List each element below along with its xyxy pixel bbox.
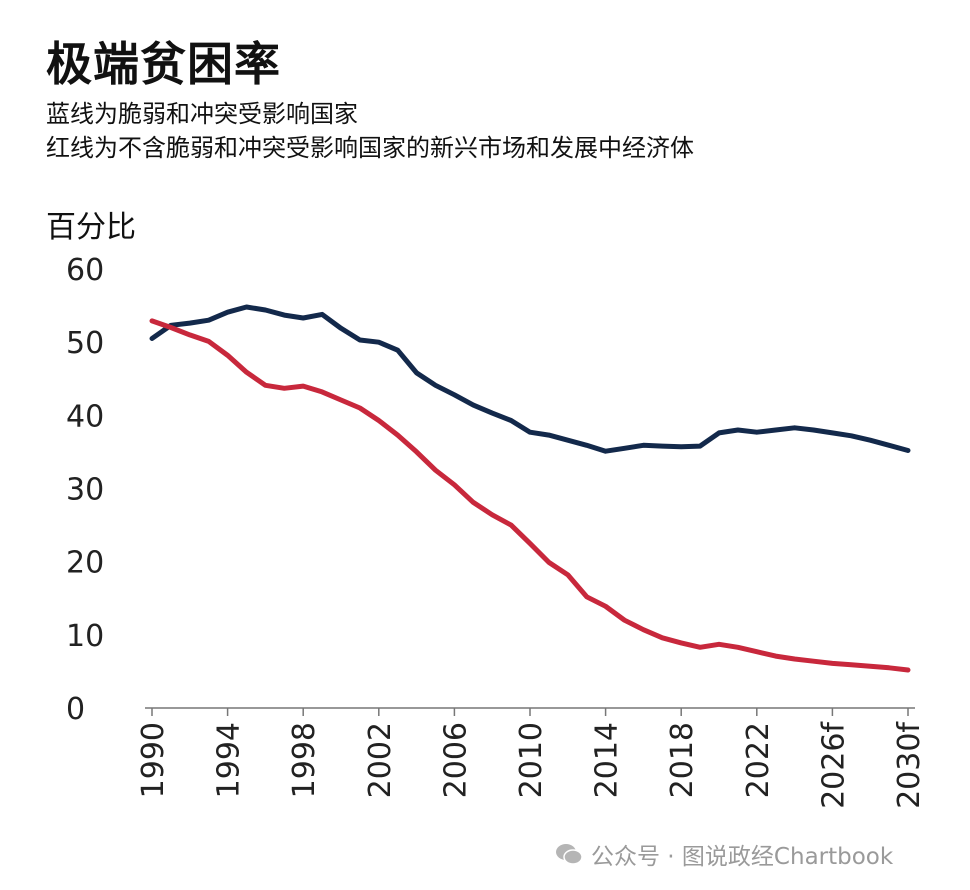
x-tick-label: 2030f: [892, 721, 927, 809]
series-line-emde-excl-fragile: [149, 318, 911, 673]
y-axis-label: 百分比: [46, 210, 136, 245]
series-line-fragile-states: [149, 304, 911, 454]
x-tick-label: 1998: [287, 722, 322, 798]
x-tick-label: 2018: [665, 722, 700, 798]
y-tick-label: 50: [66, 326, 104, 361]
chart-title: 极端贫困率: [46, 37, 281, 91]
x-tick-label: 1994: [212, 722, 247, 798]
y-tick-label: 20: [66, 546, 104, 581]
wechat-icon: [555, 843, 583, 865]
x-tick-label: 2014: [590, 722, 625, 798]
x-tick-label: 2002: [363, 722, 398, 798]
subtitle-blue-line: 蓝线为脆弱和冲突受影响国家: [46, 100, 358, 128]
x-tick-label: 2010: [514, 722, 549, 798]
watermark-text: 公众号 · 图说政经Chartbook: [591, 844, 894, 870]
subtitle-red-line: 红线为不含脆弱和冲突受影响国家的新兴市场和发展中经济体: [46, 134, 694, 162]
x-tick-label: 2026f: [816, 721, 851, 809]
watermark: 公众号 · 图说政经Chartbook: [555, 837, 893, 871]
x-tick-label: 2006: [438, 722, 473, 798]
y-tick-label: 30: [66, 473, 104, 508]
x-tick-label: 1990: [136, 722, 171, 798]
y-tick-label: 40: [66, 399, 104, 434]
y-tick-label: 0: [66, 692, 85, 727]
x-tick-label: 2022: [741, 722, 776, 798]
y-tick-label: 10: [66, 619, 104, 654]
y-tick-label: 60: [66, 253, 104, 288]
